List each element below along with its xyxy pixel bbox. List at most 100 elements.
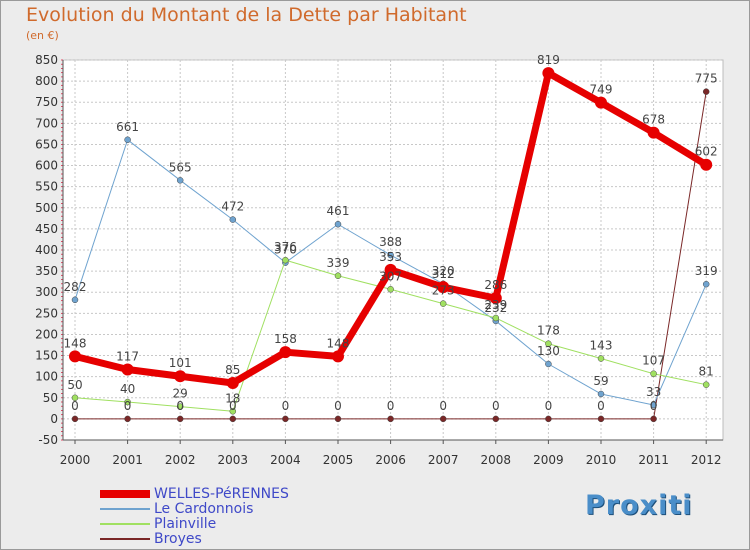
data-label: 0 <box>597 399 605 413</box>
data-point <box>387 415 394 423</box>
x-tick-label: 2009 <box>533 453 564 467</box>
x-tick-label: 2005 <box>323 453 354 467</box>
data-label: 388 <box>379 235 402 249</box>
y-tick-label: 150 <box>35 349 58 363</box>
data-point <box>332 350 344 363</box>
data-point <box>226 377 239 389</box>
legend-item: WELLES-PéRENNES <box>100 486 289 501</box>
x-tick-label: 2010 <box>586 453 617 467</box>
data-label: 59 <box>593 374 608 388</box>
data-point <box>492 314 500 322</box>
data-point <box>489 292 502 305</box>
data-point <box>71 296 79 304</box>
data-point <box>545 360 552 368</box>
data-label: 0 <box>650 399 658 413</box>
data-label: 678 <box>642 113 665 127</box>
data-point <box>121 363 134 376</box>
data-point <box>650 415 657 423</box>
data-point <box>124 398 131 406</box>
legend-label: Plainville <box>154 515 217 532</box>
data-point <box>384 263 397 276</box>
data-label: 178 <box>537 324 560 338</box>
data-point <box>124 136 131 144</box>
data-label: 472 <box>221 200 244 214</box>
data-label: 239 <box>484 298 507 312</box>
legend-swatch <box>100 522 150 525</box>
data-label: 148 <box>327 336 350 350</box>
data-label: 339 <box>327 256 350 270</box>
data-point <box>597 355 605 362</box>
x-tick-label: 2002 <box>165 453 196 467</box>
x-tick-label: 2012 <box>691 453 722 467</box>
data-label: 819 <box>537 53 560 67</box>
data-label: 40 <box>120 382 135 396</box>
data-label: 107 <box>642 354 665 368</box>
data-label: 85 <box>225 363 240 377</box>
legend-swatch <box>100 537 150 540</box>
data-point <box>176 403 184 410</box>
data-point <box>650 370 657 377</box>
data-point <box>69 350 81 363</box>
data-label: 0 <box>387 399 395 413</box>
data-point <box>650 401 657 409</box>
data-point <box>387 286 394 293</box>
data-label: 232 <box>484 301 507 315</box>
x-tick-label: 2004 <box>270 453 301 467</box>
x-tick-label: 2003 <box>218 453 249 467</box>
x-tick-label: 2006 <box>375 453 406 467</box>
data-label: 461 <box>327 204 350 218</box>
chart-legend: WELLES-PéRENNES Le Cardonnois Plainville Br… <box>100 486 289 546</box>
y-tick-label: 50 <box>43 391 58 405</box>
data-label: 148 <box>64 336 87 350</box>
data-label: 81 <box>699 365 714 379</box>
y-tick-label: 300 <box>35 285 58 299</box>
data-point <box>545 340 552 347</box>
data-label: 0 <box>176 399 184 413</box>
proxiti-logo: Proxiti <box>585 490 693 521</box>
data-point <box>647 126 660 139</box>
data-label: 101 <box>169 356 192 370</box>
y-tick-label: 350 <box>35 264 58 278</box>
data-point <box>439 300 447 307</box>
data-point <box>597 390 605 398</box>
data-point <box>229 408 237 415</box>
data-point <box>437 281 450 294</box>
y-tick-label: 700 <box>35 116 58 130</box>
x-tick-label: 2001 <box>112 453 143 467</box>
x-tick-label: 2011 <box>638 453 669 467</box>
data-label: 130 <box>537 344 560 358</box>
y-tick-label: 800 <box>35 74 58 88</box>
data-point <box>387 251 394 259</box>
data-label: 117 <box>116 349 139 363</box>
data-label: 565 <box>169 160 192 174</box>
y-tick-label: 550 <box>35 180 58 194</box>
data-label: 0 <box>492 399 500 413</box>
chart-title: Evolution du Montant de la Dette par Hab… <box>26 4 467 26</box>
data-point <box>439 415 447 423</box>
legend-swatch <box>100 489 150 498</box>
data-label: 282 <box>64 280 87 294</box>
data-point <box>229 415 237 423</box>
data-label: 0 <box>545 399 553 413</box>
data-point <box>702 88 710 95</box>
y-tick-label: 750 <box>35 95 58 109</box>
data-label: 286 <box>484 278 507 292</box>
y-tick-label: 400 <box>35 243 58 257</box>
data-label: 0 <box>334 399 342 413</box>
y-tick-label: 0 <box>50 412 58 426</box>
data-point <box>702 381 710 388</box>
data-label: 0 <box>282 399 290 413</box>
data-point <box>71 415 79 423</box>
data-label: 273 <box>432 284 455 298</box>
data-point <box>176 415 184 423</box>
data-point <box>334 415 342 423</box>
data-point <box>334 220 342 228</box>
data-point <box>595 96 607 109</box>
data-label: 602 <box>695 145 718 159</box>
y-tick-label: 450 <box>35 222 58 236</box>
data-label: 312 <box>432 267 455 281</box>
legend-item: Le Cardonnois <box>100 501 289 516</box>
data-point <box>176 177 184 184</box>
data-point <box>700 158 713 171</box>
